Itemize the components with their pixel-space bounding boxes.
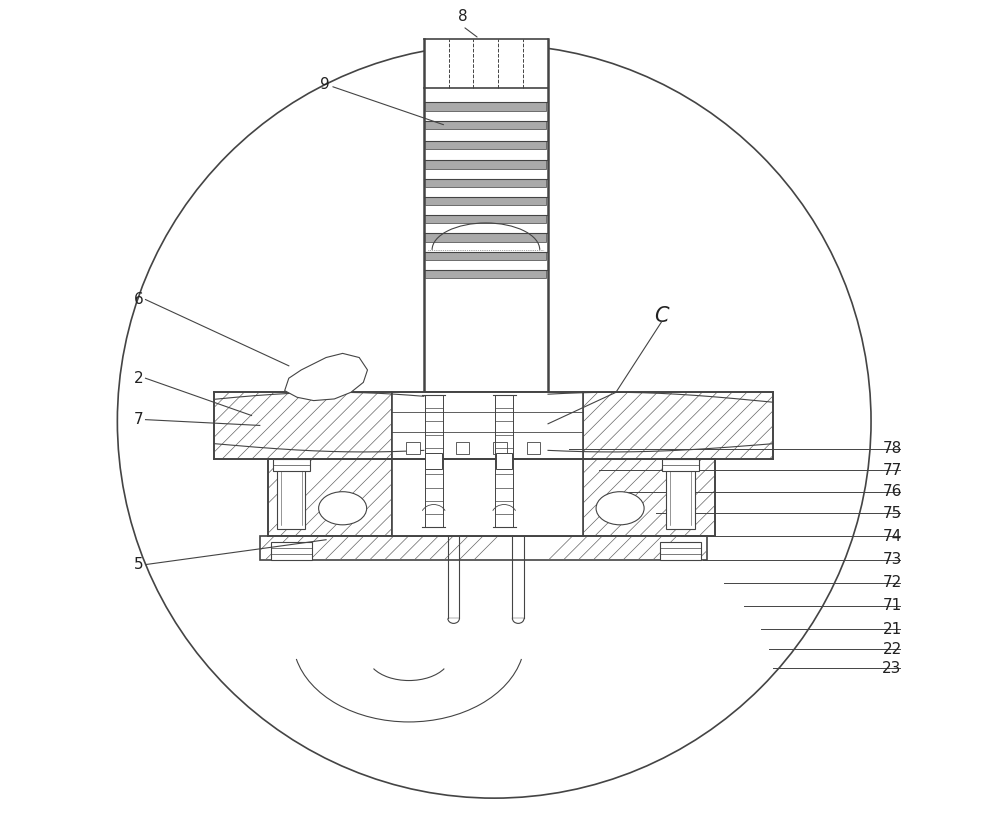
Text: 76: 76 <box>882 484 902 499</box>
Text: 77: 77 <box>882 463 902 478</box>
Bar <box>271 542 312 560</box>
Text: 2: 2 <box>134 371 144 386</box>
Bar <box>583 459 715 536</box>
Bar <box>493 442 507 455</box>
Bar <box>662 459 699 471</box>
Text: 7: 7 <box>134 412 144 427</box>
Bar <box>425 160 546 169</box>
Text: 73: 73 <box>882 552 902 567</box>
Bar <box>425 120 546 129</box>
Text: 71: 71 <box>882 598 902 613</box>
Text: 8: 8 <box>458 9 468 24</box>
Text: 72: 72 <box>882 575 902 590</box>
Bar <box>666 459 695 529</box>
Bar <box>425 179 546 187</box>
Bar <box>260 536 707 560</box>
Text: 9: 9 <box>320 76 330 91</box>
Bar <box>268 459 392 536</box>
Bar <box>392 392 583 459</box>
Bar <box>425 252 546 260</box>
Bar <box>496 453 512 470</box>
Bar <box>425 270 546 278</box>
Polygon shape <box>285 353 367 401</box>
Text: 23: 23 <box>882 661 902 676</box>
Text: 21: 21 <box>882 622 902 637</box>
Bar <box>214 392 392 459</box>
Bar <box>277 459 305 529</box>
Bar <box>456 442 469 455</box>
Bar <box>425 215 546 224</box>
Text: 6: 6 <box>134 292 144 307</box>
Bar <box>425 453 442 470</box>
Bar <box>660 542 701 560</box>
Bar <box>425 197 546 205</box>
Bar <box>273 459 310 471</box>
Bar <box>424 39 548 392</box>
Bar <box>425 102 546 111</box>
Text: 22: 22 <box>882 642 902 656</box>
Ellipse shape <box>596 492 644 525</box>
Bar <box>425 234 546 242</box>
Text: C: C <box>654 306 669 326</box>
Text: 78: 78 <box>882 441 902 456</box>
Ellipse shape <box>319 492 367 525</box>
Bar <box>392 459 583 536</box>
Text: 5: 5 <box>134 557 144 572</box>
Bar <box>406 442 420 455</box>
Bar <box>527 442 540 455</box>
Bar <box>425 140 546 149</box>
Text: 74: 74 <box>882 529 902 544</box>
Bar <box>583 392 773 459</box>
Text: 75: 75 <box>882 506 902 521</box>
